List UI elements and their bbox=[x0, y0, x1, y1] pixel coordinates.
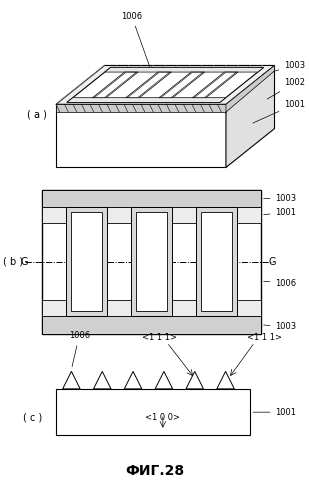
Polygon shape bbox=[67, 67, 264, 102]
Polygon shape bbox=[63, 371, 80, 389]
Polygon shape bbox=[226, 65, 274, 168]
Bar bbox=[136, 212, 167, 311]
Text: ФИГ.28: ФИГ.28 bbox=[125, 465, 184, 479]
Text: 1002: 1002 bbox=[267, 78, 305, 99]
Text: 1006: 1006 bbox=[121, 12, 150, 67]
Polygon shape bbox=[126, 72, 171, 98]
Bar bbox=[42, 190, 261, 333]
Bar bbox=[66, 207, 107, 316]
Polygon shape bbox=[92, 72, 138, 98]
Text: G: G bbox=[269, 256, 276, 266]
Text: 1003: 1003 bbox=[264, 322, 297, 331]
Bar bbox=[42, 207, 261, 223]
Polygon shape bbox=[56, 104, 226, 168]
Text: 1003: 1003 bbox=[264, 194, 297, 203]
Polygon shape bbox=[128, 72, 169, 97]
Text: 1001: 1001 bbox=[253, 100, 305, 123]
Text: 1006: 1006 bbox=[264, 278, 297, 287]
Polygon shape bbox=[67, 98, 226, 102]
Text: 1001: 1001 bbox=[264, 208, 296, 217]
Polygon shape bbox=[105, 67, 264, 72]
Polygon shape bbox=[226, 65, 274, 112]
Text: G: G bbox=[20, 256, 28, 266]
Polygon shape bbox=[124, 371, 142, 389]
Bar bbox=[56, 389, 250, 436]
Text: <1 0 0>: <1 0 0> bbox=[145, 413, 180, 422]
Text: <1 1 1>: <1 1 1> bbox=[247, 333, 282, 342]
Polygon shape bbox=[159, 72, 205, 98]
Text: ( c ): ( c ) bbox=[23, 412, 42, 422]
Polygon shape bbox=[161, 72, 203, 97]
Bar bbox=[42, 190, 261, 207]
Polygon shape bbox=[95, 72, 136, 97]
Polygon shape bbox=[155, 371, 173, 389]
Polygon shape bbox=[193, 72, 238, 98]
Bar bbox=[201, 212, 232, 311]
Text: ( a ): ( a ) bbox=[27, 109, 47, 119]
Bar bbox=[71, 212, 102, 311]
Polygon shape bbox=[56, 65, 274, 104]
Bar bbox=[196, 207, 237, 316]
Polygon shape bbox=[217, 371, 234, 389]
Text: 1003: 1003 bbox=[263, 61, 305, 74]
Text: <1 1 1>: <1 1 1> bbox=[142, 333, 176, 342]
Polygon shape bbox=[186, 371, 203, 389]
Text: ( b ): ( b ) bbox=[3, 256, 23, 266]
Polygon shape bbox=[56, 104, 226, 112]
Polygon shape bbox=[194, 72, 236, 97]
Text: 1006: 1006 bbox=[69, 331, 90, 367]
Polygon shape bbox=[94, 371, 111, 389]
Text: 1001: 1001 bbox=[253, 408, 296, 417]
Bar bbox=[42, 300, 261, 316]
Bar bbox=[42, 316, 261, 333]
Bar bbox=[131, 207, 172, 316]
